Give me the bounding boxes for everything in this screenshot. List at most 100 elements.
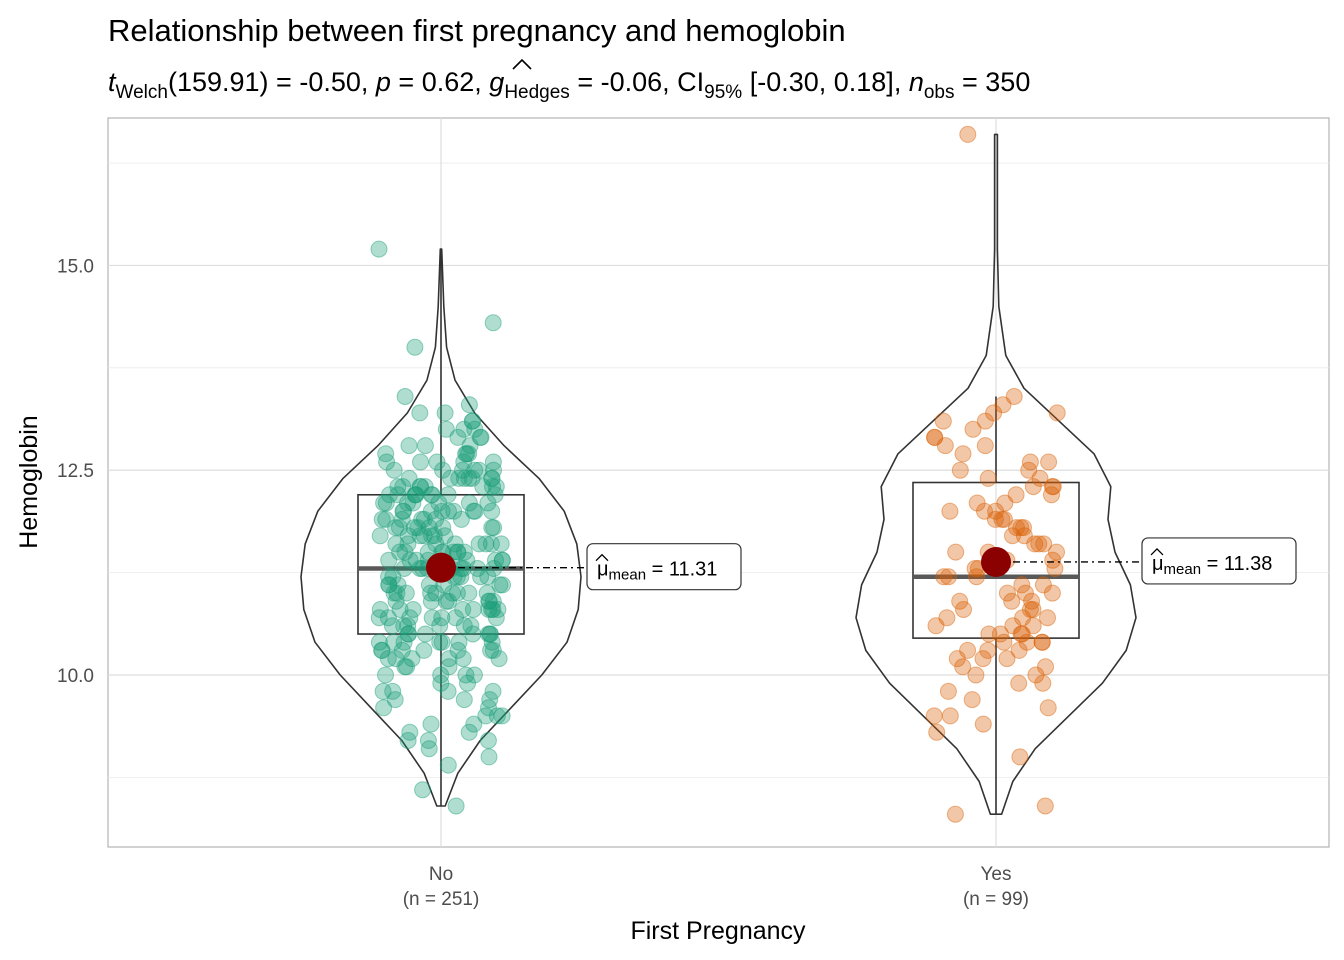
data-point <box>1048 404 1066 422</box>
data-point <box>466 420 484 438</box>
mean-markers: μmean = 11.31 μmean = 11.38 <box>426 537 1297 591</box>
data-point <box>373 641 391 659</box>
data-point <box>396 388 414 405</box>
data-point <box>1005 388 1023 405</box>
data-point <box>391 543 409 561</box>
data-point <box>459 674 476 692</box>
data-point <box>464 601 482 618</box>
x-axis-title: First Pregnancy <box>630 917 806 945</box>
data-point <box>411 478 429 496</box>
data-point <box>1037 658 1054 676</box>
data-point <box>422 584 440 602</box>
data-point <box>375 494 393 512</box>
mean-hat-accent <box>1150 548 1164 556</box>
data-point <box>479 494 497 512</box>
data-point <box>1013 576 1031 594</box>
data-point <box>457 445 475 463</box>
data-point <box>480 699 497 717</box>
data-point <box>967 666 985 684</box>
data-point <box>370 609 388 627</box>
data-point <box>415 641 433 659</box>
data-point <box>413 510 431 528</box>
data-point <box>440 658 458 676</box>
data-point <box>433 609 451 627</box>
x-tick-n-label: (n = 99) <box>963 889 1029 910</box>
data-point <box>450 469 468 487</box>
data-point <box>1043 486 1060 504</box>
data-point <box>946 805 964 823</box>
data-point <box>1008 519 1025 537</box>
data-point <box>493 707 511 725</box>
data-point <box>1048 543 1065 561</box>
data-point <box>487 609 505 627</box>
data-point <box>370 633 388 651</box>
y-tick-labels: 10.0 12.5 15.0 <box>57 256 94 687</box>
mean-label-box <box>586 543 742 591</box>
data-point <box>420 519 438 537</box>
data-point <box>1015 527 1033 545</box>
data-point <box>1012 625 1030 643</box>
data-point <box>419 732 437 749</box>
data-point <box>455 543 473 561</box>
data-point <box>414 781 432 799</box>
data-point <box>396 658 414 676</box>
data-point <box>470 535 488 553</box>
data-point <box>995 633 1013 651</box>
data-point <box>477 707 495 725</box>
data-point <box>439 756 457 774</box>
data-point <box>466 461 484 479</box>
data-point <box>478 584 496 602</box>
g-hat-accent <box>512 58 532 70</box>
data-point <box>941 502 959 520</box>
data-point <box>449 641 467 659</box>
data-point <box>951 592 969 610</box>
box-yes <box>912 481 1080 639</box>
data-point <box>491 576 509 594</box>
data-point <box>415 527 433 545</box>
violin-yes <box>855 133 1137 815</box>
data-point <box>377 445 395 463</box>
data-point <box>458 445 476 463</box>
data-point <box>1013 625 1031 643</box>
data-point <box>422 486 440 504</box>
data-point <box>940 568 957 586</box>
data-point <box>432 666 450 684</box>
data-point <box>995 510 1013 528</box>
data-point <box>1020 461 1038 479</box>
data-point <box>399 732 417 749</box>
data-point <box>455 691 473 709</box>
data-point <box>485 461 502 479</box>
data-point <box>455 617 473 635</box>
data-point <box>395 633 413 651</box>
data-point <box>449 543 467 561</box>
data-point <box>985 404 1003 422</box>
data-point <box>431 633 449 651</box>
data-point <box>484 682 502 700</box>
data-point <box>466 502 484 520</box>
data-point <box>1034 674 1052 692</box>
data-point <box>400 625 417 643</box>
data-point <box>379 650 397 668</box>
data-point <box>483 502 501 520</box>
data-point <box>939 682 957 700</box>
data-point <box>1033 633 1051 651</box>
data-point <box>401 723 419 741</box>
data-point <box>377 666 394 684</box>
data-point <box>925 707 943 725</box>
mean-label: μmean = 11.31 <box>586 543 742 591</box>
data-point <box>423 609 441 627</box>
data-point <box>433 633 451 651</box>
data-point <box>1039 609 1056 627</box>
data-point <box>474 478 492 496</box>
data-point <box>482 641 500 659</box>
data-point <box>446 535 464 553</box>
data-point <box>1017 584 1034 602</box>
data-point <box>976 412 994 430</box>
data-point <box>472 568 490 586</box>
data-point <box>433 502 451 520</box>
data-point <box>403 650 421 668</box>
data-point <box>416 625 434 643</box>
data-point <box>431 617 449 635</box>
data-point <box>976 502 993 520</box>
data-point <box>440 592 458 610</box>
